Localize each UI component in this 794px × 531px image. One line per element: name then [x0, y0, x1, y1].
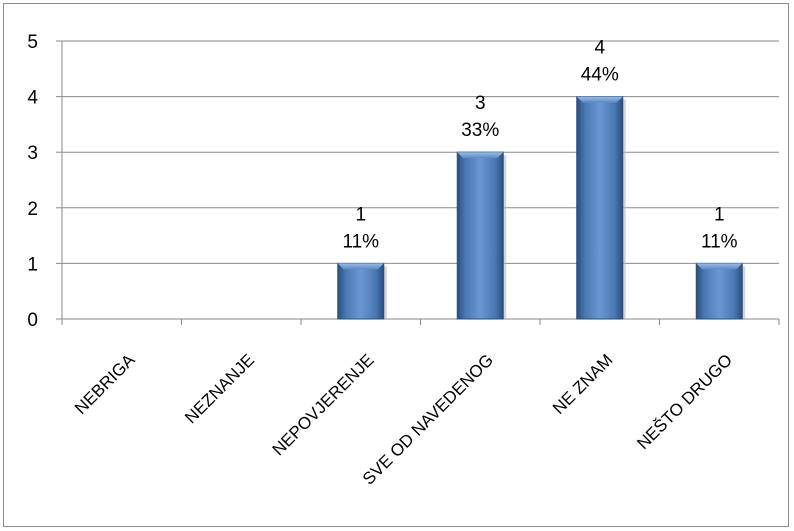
data-label-percent: 11%: [342, 231, 379, 252]
data-label-value: 3: [475, 93, 486, 114]
bar: [456, 151, 504, 320]
bar-bevel: [576, 96, 623, 103]
y-axis-ticks: 0 1 2 3 4 5: [27, 32, 38, 331]
data-label-percent: 44%: [581, 65, 619, 86]
axes: [56, 40, 780, 325]
x-tick-label: NEZNANJE: [181, 350, 258, 427]
data-label-percent: 11%: [701, 231, 738, 252]
x-tick-label: NE ZNAM: [549, 350, 617, 418]
gridlines: [62, 40, 779, 264]
chart-frame: [3, 3, 789, 527]
y-tick-label: 1: [27, 254, 38, 275]
bar-bevel: [457, 152, 504, 159]
bar: [695, 262, 743, 320]
bar-bevel: [337, 263, 384, 270]
y-tick-label: 4: [27, 88, 38, 109]
bar: [337, 262, 385, 320]
bar: [576, 96, 624, 320]
bars: [337, 96, 746, 320]
data-label-value: 1: [355, 204, 366, 225]
x-tick-label: NEBRIGA: [71, 350, 139, 418]
data-label-value: 1: [714, 204, 725, 225]
data-label-value: 4: [594, 38, 605, 59]
data-labels: 1 11% 3 33% 4 44% 1 11%: [342, 38, 737, 253]
bar-bevel: [696, 263, 743, 270]
x-tick-label: NEŠTO DRUGO: [633, 350, 736, 453]
y-tick-label: 5: [27, 32, 38, 53]
y-tick-label: 3: [27, 143, 38, 164]
data-label-percent: 33%: [461, 120, 499, 141]
y-tick-label: 2: [27, 199, 38, 220]
y-tick-label: 0: [27, 310, 38, 331]
x-tick-label: NEPOVJERENJE: [269, 350, 378, 459]
x-tick-label: SVE OD NAVEDENOG: [359, 350, 497, 488]
